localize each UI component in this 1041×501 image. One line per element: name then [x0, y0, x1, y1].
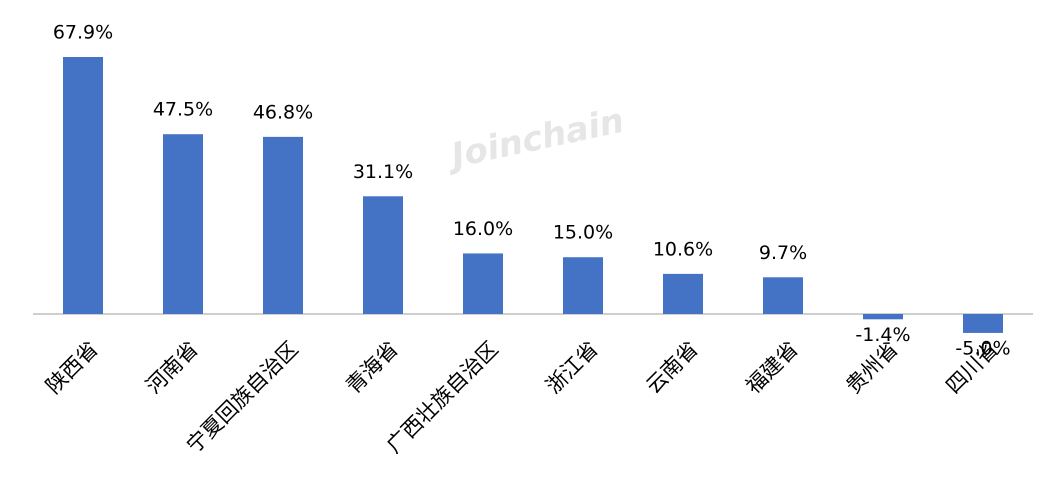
x-tick-label: 陕西省: [41, 337, 103, 399]
bar: [363, 196, 403, 314]
value-label: -1.4%: [855, 324, 910, 346]
value-label: 47.5%: [153, 99, 213, 121]
bar: [63, 57, 103, 314]
value-label: 9.7%: [759, 242, 807, 264]
watermark: Joinchain: [442, 101, 627, 178]
x-tick-label: 青海省: [341, 337, 403, 399]
bar: [663, 273, 703, 314]
value-label: 31.1%: [353, 161, 413, 183]
value-label: 10.6%: [653, 238, 713, 260]
x-tick-label: 云南省: [641, 337, 703, 399]
bar: [163, 134, 203, 314]
x-tick-label: 浙江省: [541, 337, 603, 399]
x-tick-label: 河南省: [141, 337, 203, 399]
value-label: 15.0%: [553, 222, 613, 244]
value-label: 67.9%: [53, 22, 113, 44]
bar: [463, 253, 503, 314]
bar: [963, 314, 1003, 333]
value-label: -5.0%: [955, 337, 1010, 359]
bar: [863, 314, 903, 320]
bar: [763, 277, 803, 314]
value-label: 46.8%: [253, 101, 313, 123]
bar: [563, 257, 603, 314]
x-tick-label: 贵州省: [841, 337, 903, 399]
value-label: 16.0%: [453, 218, 513, 240]
bar: [263, 136, 303, 314]
x-tick-label: 福建省: [741, 337, 803, 399]
